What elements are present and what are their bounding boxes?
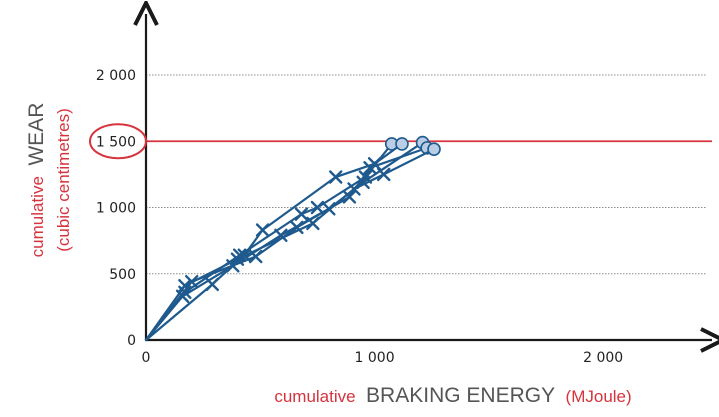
y-label-main: WEAR	[25, 103, 48, 166]
grid-lines	[146, 74, 706, 275]
data-point-marker	[294, 207, 309, 221]
y-axis-label: cumulative WEAR (cubic centimetres)	[25, 103, 73, 258]
data-point-marker	[310, 200, 325, 215]
endpoint-marker	[427, 142, 441, 156]
y-label-prefix: cumulative	[28, 176, 47, 257]
data-point-marker	[178, 278, 192, 293]
data-point-marker	[363, 161, 377, 175]
data-point-marker	[290, 220, 304, 235]
y-tick-label: 2 000	[96, 68, 136, 84]
x-tick-labels: 0 1 000 2 000	[142, 350, 624, 366]
series-5	[144, 142, 441, 342]
x-tick-label: 0	[142, 350, 151, 366]
endpoint-marker	[395, 137, 409, 151]
y-tick-labels: 0 500 1 000 1 500 2 000	[96, 68, 136, 349]
x-label-main: BRAKING ENERGY	[366, 384, 555, 407]
data-point-marker	[377, 167, 391, 182]
series-layer	[144, 135, 441, 342]
y-tick-label: 500	[109, 267, 136, 283]
data-point-marker	[255, 223, 270, 237]
x-tick-label: 2 000	[583, 350, 623, 366]
data-point-marker	[347, 182, 361, 196]
highlighted-tick-circle	[89, 123, 147, 160]
x-label-unit: (MJoule)	[566, 387, 632, 406]
y-label-unit: (cubic centimetres)	[54, 108, 73, 252]
data-point-marker	[230, 252, 245, 266]
x-label-prefix: cumulative	[274, 387, 355, 406]
series-line	[144, 148, 436, 342]
x-axis-label: cumulative BRAKING ENERGY (MJoule)	[274, 384, 631, 407]
x-tick-label: 1 000	[355, 350, 395, 366]
data-point-marker	[342, 190, 357, 204]
y-tick-label: 0	[127, 333, 136, 349]
data-point-marker	[329, 170, 343, 184]
series-3	[144, 135, 430, 342]
data-point-marker	[274, 228, 288, 243]
data-point-marker	[306, 216, 320, 231]
y-tick-label: 1 500	[96, 134, 136, 150]
y-tick-label: 1 000	[96, 201, 136, 217]
svg-text:cumulative WEAR: cumulative WEAR	[25, 103, 48, 258]
